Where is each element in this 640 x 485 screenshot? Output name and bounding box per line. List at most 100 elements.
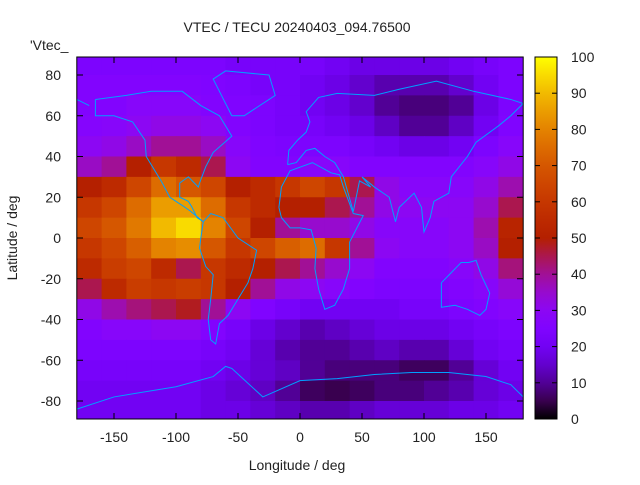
heatmap-cell <box>126 176 152 198</box>
heatmap-cell <box>473 360 499 382</box>
heatmap-cell <box>225 319 251 341</box>
heatmap-cell <box>374 176 400 198</box>
coastline <box>278 162 364 310</box>
heatmap-cell <box>250 278 276 300</box>
heatmap-cell <box>225 95 251 117</box>
heatmap-cell <box>300 197 326 219</box>
heatmap-cell <box>151 238 177 259</box>
y-tick-label: 40 <box>45 149 61 165</box>
heatmap-cell <box>324 197 351 219</box>
heatmap-cell <box>250 299 276 320</box>
heatmap-cell <box>200 319 227 341</box>
heatmap-cell <box>250 57 276 76</box>
heatmap-cell <box>349 238 375 259</box>
heatmap-cell <box>76 57 103 76</box>
heatmap-cell <box>399 258 425 280</box>
heatmap-cell <box>101 278 127 300</box>
heatmap-cell <box>374 299 400 320</box>
heatmap-cell <box>448 238 475 259</box>
heatmap-cell <box>176 136 202 157</box>
heatmap-cell <box>101 156 127 178</box>
heatmap-cell <box>250 380 276 402</box>
heatmap-cell <box>448 75 475 96</box>
heatmap-cell <box>349 360 375 382</box>
colorbar-tick-label: 20 <box>571 339 587 355</box>
heatmap-cell <box>448 136 475 157</box>
heatmap-cell <box>324 95 351 117</box>
heatmap-cell <box>300 258 326 280</box>
heatmap-cell <box>151 197 177 219</box>
heatmap-cell <box>300 115 326 137</box>
colorbar-tick-label: 0 <box>571 411 579 427</box>
heatmap-cell <box>126 75 152 96</box>
heatmap-cell <box>126 217 152 239</box>
heatmap-cell <box>300 217 326 239</box>
heatmap-cell <box>324 278 351 300</box>
heatmap-cell <box>473 217 499 239</box>
heatmap-cell <box>200 95 227 117</box>
heatmap-cells <box>76 57 524 419</box>
heatmap-cell <box>448 197 475 219</box>
coastline <box>94 90 233 223</box>
heatmap-cell <box>448 115 475 137</box>
y-tick-label: 80 <box>45 67 61 83</box>
heatmap-cell <box>275 156 301 178</box>
heatmap-cell <box>300 278 326 300</box>
heatmap-cell <box>275 197 301 219</box>
y-tick-label: -20 <box>41 271 61 287</box>
colorbar-tick-label: 70 <box>571 158 587 174</box>
heatmap-cell <box>126 360 152 382</box>
heatmap-cell <box>374 136 400 157</box>
heatmap-cell <box>349 258 375 280</box>
x-tick-label: 150 <box>474 429 498 445</box>
heatmap-cell <box>176 339 202 361</box>
heatmap-cell <box>225 136 251 157</box>
heatmap-cell <box>101 95 127 117</box>
heatmap-cell <box>473 238 499 259</box>
heatmap-cell <box>76 319 103 341</box>
y-tick-label: 20 <box>45 189 61 205</box>
heatmap-cell <box>498 319 524 341</box>
heatmap-cell <box>300 319 326 341</box>
heatmap-cell <box>275 401 301 419</box>
heatmap-cell <box>126 278 152 300</box>
heatmap-cell <box>200 339 227 361</box>
heatmap-cell <box>399 238 425 259</box>
heatmap-cell <box>176 217 202 239</box>
heatmap-cell <box>225 176 251 198</box>
heatmap-cell <box>151 217 177 239</box>
heatmap-cell <box>225 360 251 382</box>
heatmap-cell <box>200 136 227 157</box>
heatmap-cell <box>424 136 450 157</box>
coastline <box>287 80 524 234</box>
heatmap-cell <box>498 401 524 419</box>
heatmap-cell <box>275 217 301 239</box>
heatmap-cell <box>225 57 251 76</box>
heatmap-cell <box>349 75 375 96</box>
heatmap-cell <box>250 75 276 96</box>
heatmap-cell <box>300 360 326 382</box>
heatmap-cell <box>225 156 251 178</box>
heatmap-cell <box>126 258 152 280</box>
heatmap-cell <box>349 401 375 419</box>
heatmap-cell <box>76 197 103 219</box>
colorbar-tick-label: 90 <box>571 85 587 101</box>
heatmap-cell <box>250 217 276 239</box>
heatmap-cell <box>176 75 202 96</box>
heatmap-cell <box>76 299 103 320</box>
heatmap-cell <box>151 401 177 419</box>
heatmap-cell <box>498 136 524 157</box>
heatmap-cell <box>349 197 375 219</box>
heatmap-cell <box>324 176 351 198</box>
heatmap-cell <box>473 176 499 198</box>
heatmap-cell <box>225 115 251 137</box>
heatmap-cell <box>349 176 375 198</box>
heatmap-cell <box>473 278 499 300</box>
heatmap-cell <box>300 57 326 76</box>
heatmap-cell <box>275 136 301 157</box>
heatmap-cell <box>225 380 251 402</box>
heatmap-cell <box>126 319 152 341</box>
coastline <box>199 212 258 345</box>
heatmap-cell <box>473 75 499 96</box>
